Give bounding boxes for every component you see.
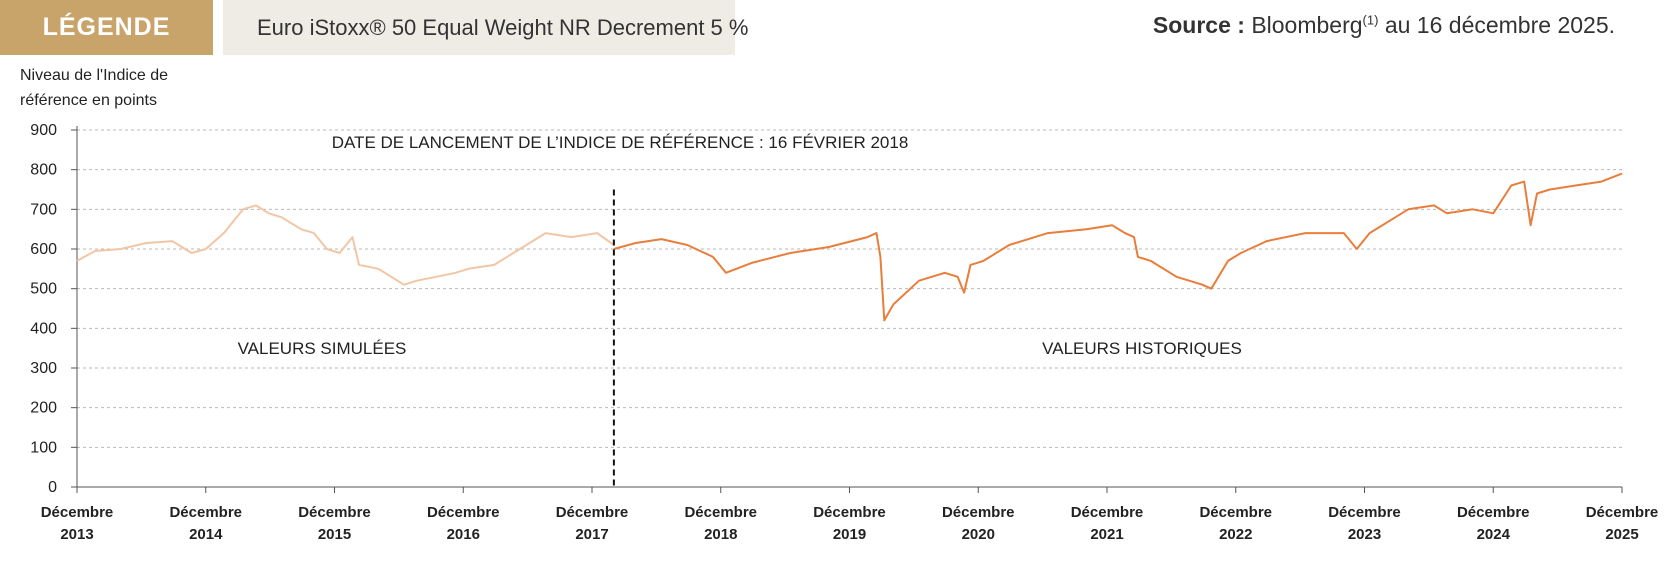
x-tick-label-year-2015: 2015 xyxy=(318,526,351,543)
x-tick-label-year-2013: 2013 xyxy=(60,526,93,543)
x-tick-label-year-2017: 2017 xyxy=(575,526,608,543)
x-tick-label-year-2018: 2018 xyxy=(704,526,737,543)
x-tick-label-month-2015: Décembre xyxy=(298,504,371,521)
x-tick-label-month-2014: Décembre xyxy=(169,504,242,521)
x-tick-label-month-2019: Décembre xyxy=(813,504,886,521)
x-tick-label-month-2016: Décembre xyxy=(427,504,500,521)
source-note-marker: (1) xyxy=(1362,12,1379,28)
x-tick-label-month-2023: Décembre xyxy=(1328,504,1401,521)
annotations: DATE DE LANCEMENT DE L’INDICE DE RÉFÉREN… xyxy=(238,133,1242,487)
x-tick-label-year-2021: 2021 xyxy=(1090,526,1123,543)
y-tick-label-900: 900 xyxy=(30,122,57,139)
y-axis-title-line2: référence en points xyxy=(20,92,157,109)
source-date: au 16 décembre 2025. xyxy=(1384,12,1615,38)
x-tick-label-month-2022: Décembre xyxy=(1199,504,1272,521)
source-name: Bloomberg xyxy=(1251,12,1363,38)
source-prefix: Source : xyxy=(1152,12,1245,38)
x-tick-label-month-2018: Décembre xyxy=(684,504,757,521)
series-lines xyxy=(76,172,1623,322)
gridlines xyxy=(77,129,1622,448)
x-tick-label-month-2013: Décembre xyxy=(41,504,114,521)
axes: 0 100 200 300 400 500 600 700 800 900 Décembre 2013… xyxy=(30,122,1658,543)
legend-box: Euro iStoxx® 50 Equal Weight NR Decremen… xyxy=(223,0,748,55)
y-tick-label-100: 100 xyxy=(30,439,57,456)
y-tick-label-300: 300 xyxy=(30,360,57,377)
x-tick-label-year-2025: 2025 xyxy=(1605,526,1638,543)
y-tick-label-400: 400 xyxy=(30,320,57,337)
x-tick-label-year-2014: 2014 xyxy=(189,526,223,543)
historical-values-label: VALEURS HISTORIQUES xyxy=(1042,339,1242,358)
y-axis-title-line1: Niveau de l'Indice de xyxy=(20,67,168,84)
x-tick-label-year-2024: 2024 xyxy=(1477,526,1511,543)
y-tick-label-800: 800 xyxy=(30,162,57,179)
x-tick-label-month-2024: Décembre xyxy=(1457,504,1530,521)
x-tick-label-year-2016: 2016 xyxy=(447,526,480,543)
legend-series-label: Euro iStoxx® 50 Equal Weight NR Decremen… xyxy=(257,14,749,40)
y-tick-label-0: 0 xyxy=(48,479,57,496)
x-tick-label-year-2023: 2023 xyxy=(1348,526,1381,543)
legend-badge: LÉGENDE xyxy=(0,0,213,55)
x-tick-label-month-2020: Décembre xyxy=(942,504,1015,521)
x-tick-label-year-2019: 2019 xyxy=(833,526,866,543)
simulated-values-label: VALEURS SIMULÉES xyxy=(238,339,407,358)
launch-date-label: DATE DE LANCEMENT DE L’INDICE DE RÉFÉREN… xyxy=(332,133,909,152)
x-tick-label-year-2022: 2022 xyxy=(1219,526,1252,543)
line-chart: Niveau de l'Indice de référence en point… xyxy=(20,67,1658,543)
series-line-simulated xyxy=(76,204,615,286)
y-tick-label-500: 500 xyxy=(30,281,57,298)
source-note: Source : Bloomberg(1) au 16 décembre 202… xyxy=(1153,12,1615,39)
series-line-historical xyxy=(613,172,1623,322)
x-tick-label-month-2025: Décembre xyxy=(1586,504,1659,521)
y-tick-label-600: 600 xyxy=(30,241,57,258)
x-tick-label-year-2020: 2020 xyxy=(962,526,995,543)
x-tick-label-month-2017: Décembre xyxy=(556,504,629,521)
y-tick-label-200: 200 xyxy=(30,400,57,417)
x-tick-label-month-2021: Décembre xyxy=(1071,504,1144,521)
y-tick-label-700: 700 xyxy=(30,201,57,218)
